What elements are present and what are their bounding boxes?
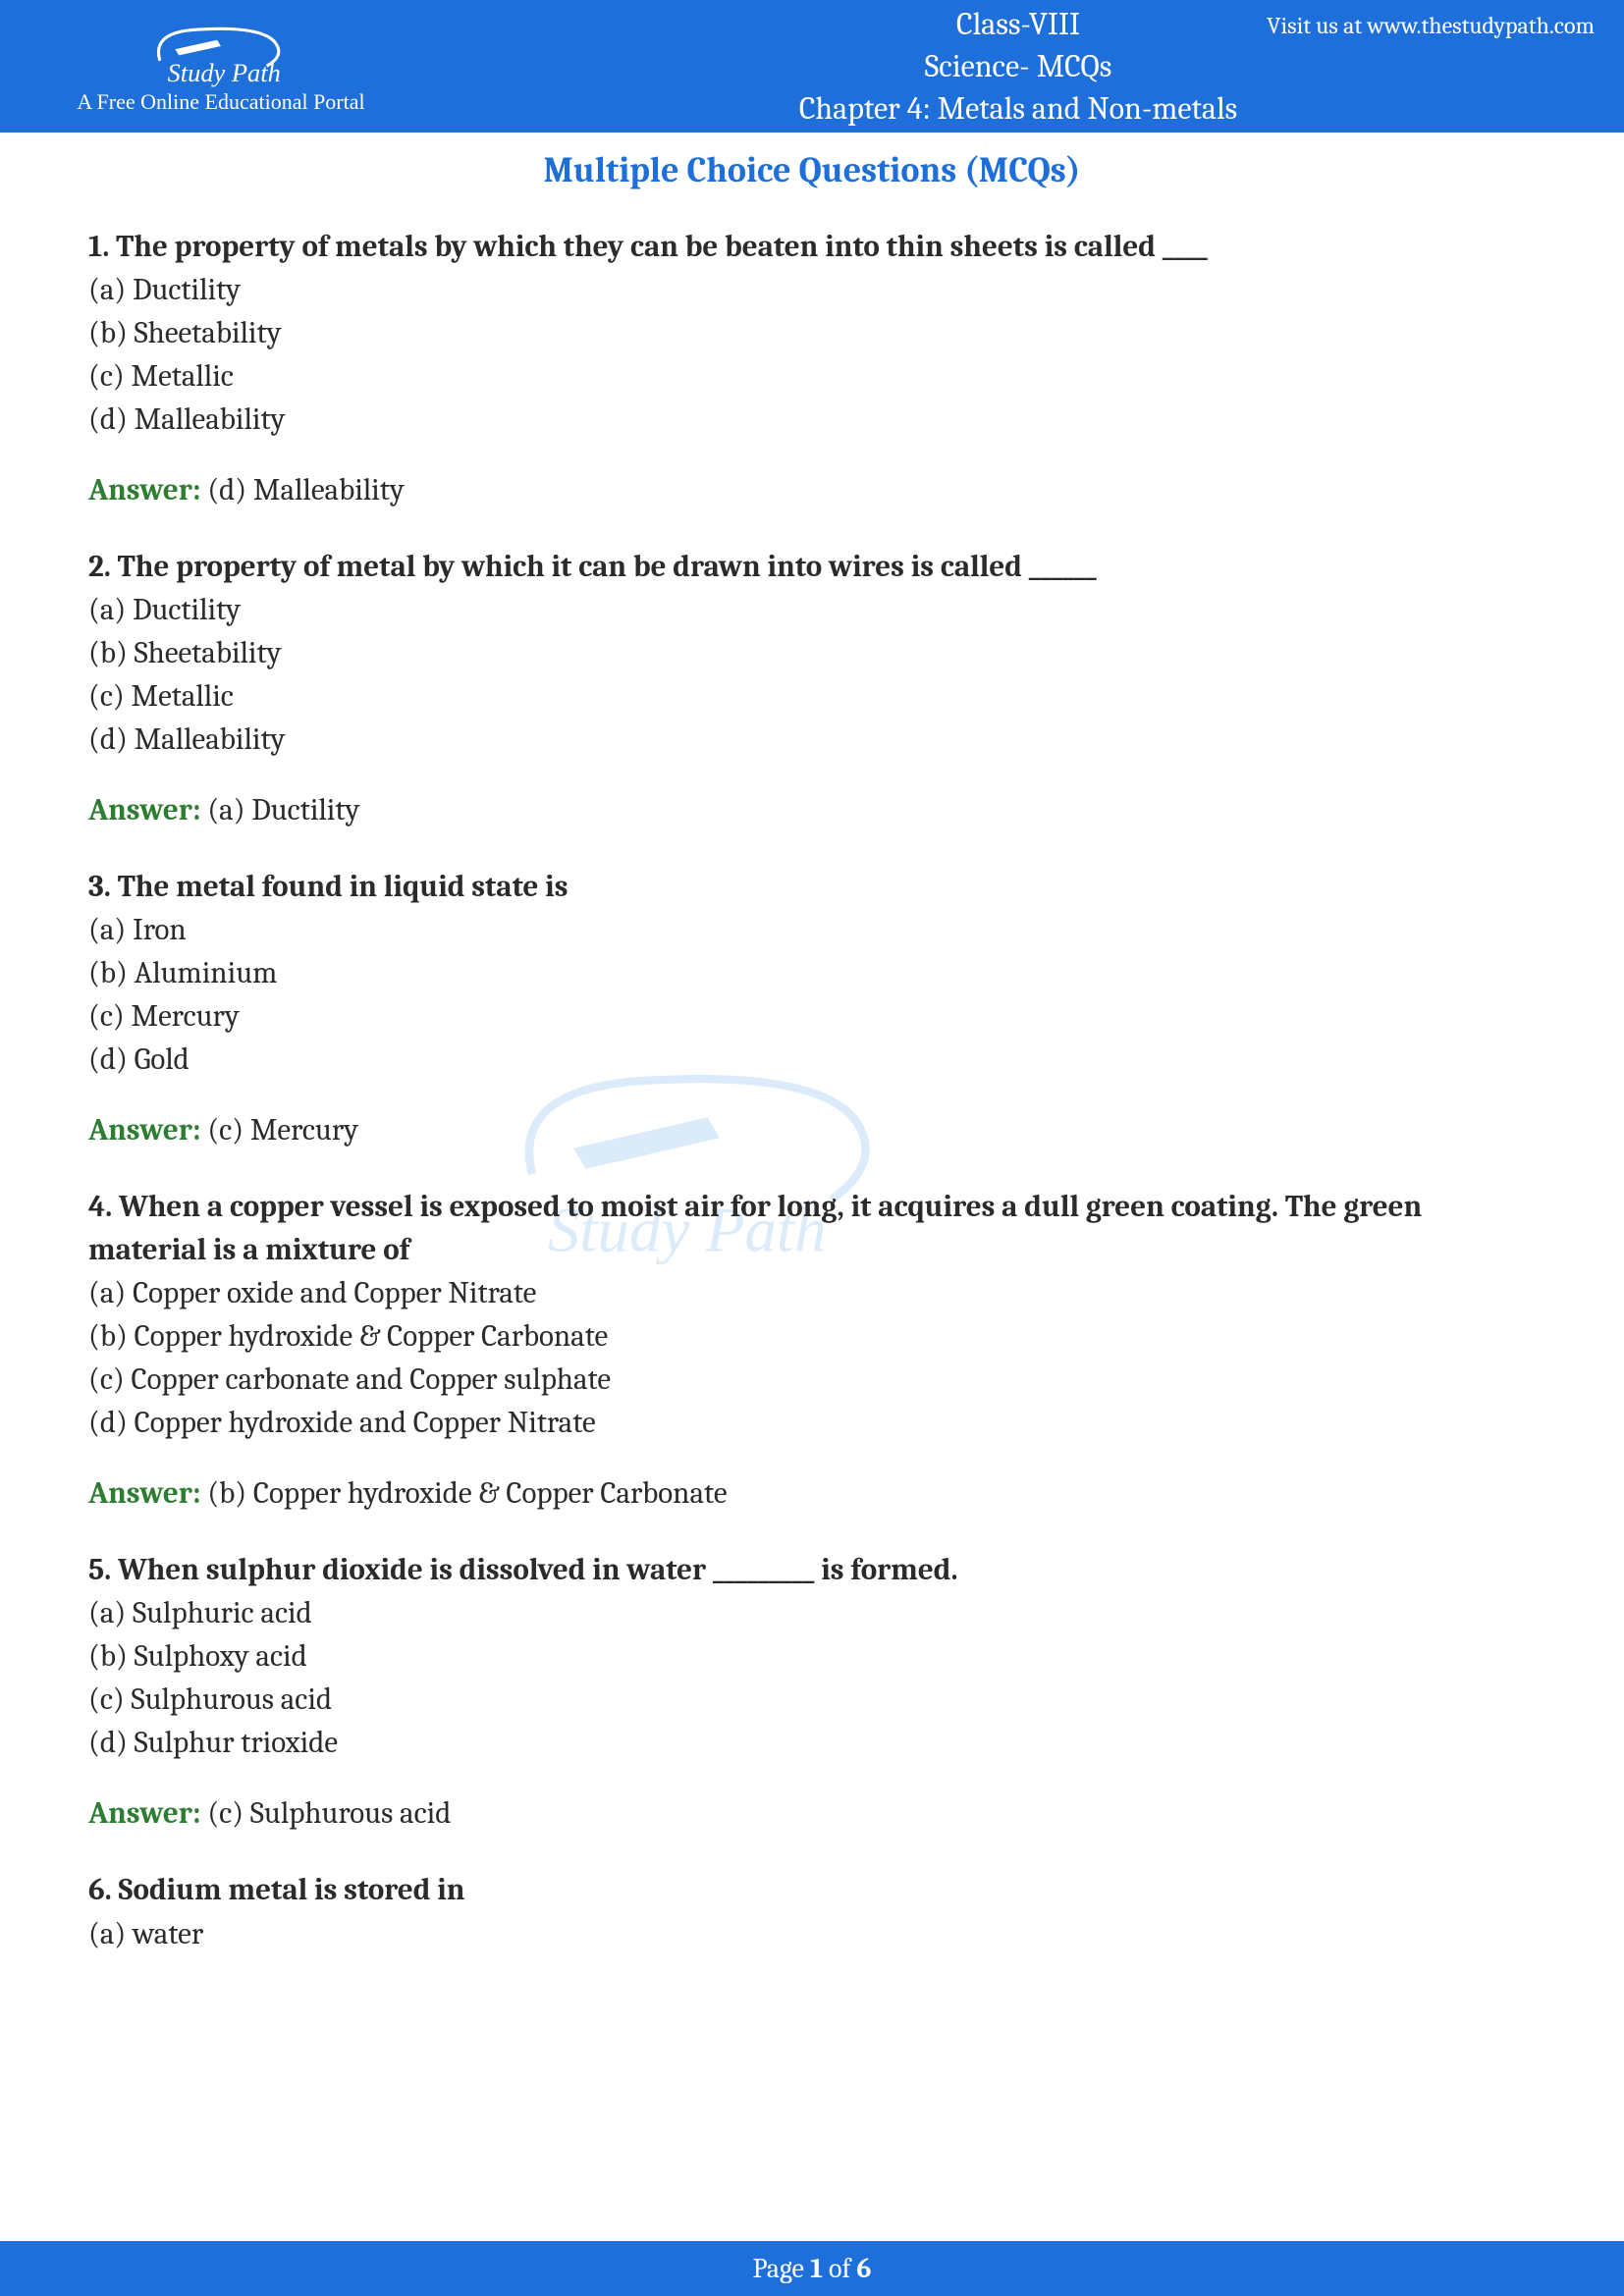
question-block: 3. The metal found in liquid state is(a)… (88, 865, 1536, 1081)
answer-line: Answer: (a) Ductility (88, 788, 1536, 831)
question-block: 5. When sulphur dioxide is dissolved in … (88, 1548, 1536, 1764)
answer-line: Answer: (c) Mercury (88, 1108, 1536, 1151)
question-text: 1. The property of metals by which they … (88, 225, 1536, 268)
footer-prefix: Page (752, 2253, 810, 2284)
question-text: 3. The metal found in liquid state is (88, 865, 1536, 908)
option-text: (a) Iron (88, 908, 1536, 951)
footer-of: of (823, 2253, 857, 2284)
answer-label: Answer: (88, 792, 207, 828)
answer-label: Answer: (88, 1112, 207, 1148)
option-text: (b) Aluminium (88, 951, 1536, 994)
question-text: 2. The property of metal by which it can… (88, 545, 1536, 588)
logo-area: Study Path A Free Online Educational Por… (0, 19, 412, 115)
option-text: (a) Ductility (88, 268, 1536, 311)
option-text: (d) Sulphur trioxide (88, 1721, 1536, 1764)
answer-label: Answer: (88, 472, 207, 507)
visit-link: Visit us at www.thestudypath.com (1267, 12, 1595, 39)
content-area: 1. The property of metals by which they … (0, 225, 1624, 1955)
option-text: (a) Copper oxide and Copper Nitrate (88, 1271, 1536, 1314)
answer-line: Answer: (b) Copper hydroxide & Copper Ca… (88, 1471, 1536, 1515)
page-header: Study Path A Free Online Educational Por… (0, 0, 1624, 133)
question-block: 4. When a copper vessel is exposed to mo… (88, 1185, 1536, 1444)
question-text: 4. When a copper vessel is exposed to mo… (88, 1185, 1536, 1271)
question-block: 6. Sodium metal is stored in(a) water (88, 1868, 1536, 1954)
subject-line: Science- MCQs (412, 45, 1624, 87)
chapter-line: Chapter 4: Metals and Non-metals (412, 87, 1624, 130)
answer-value: (c) Mercury (207, 1112, 358, 1148)
question-text: 5. When sulphur dioxide is dissolved in … (88, 1548, 1536, 1591)
question-block: 1. The property of metals by which they … (88, 225, 1536, 441)
option-text: (c) Copper carbonate and Copper sulphate (88, 1358, 1536, 1401)
section-title: Multiple Choice Questions (MCQs) (0, 150, 1624, 190)
answer-line: Answer: (d) Malleability (88, 468, 1536, 511)
answer-line: Answer: (c) Sulphurous acid (88, 1791, 1536, 1835)
option-text: (b) Copper hydroxide & Copper Carbonate (88, 1314, 1536, 1358)
answer-value: (b) Copper hydroxide & Copper Carbonate (207, 1475, 727, 1511)
option-text: (c) Sulphurous acid (88, 1678, 1536, 1721)
svg-text:Study Path: Study Path (168, 57, 281, 86)
option-text: (a) water (88, 1912, 1536, 1955)
option-text: (a) Ductility (88, 588, 1536, 631)
option-text: (c) Mercury (88, 994, 1536, 1038)
answer-value: (a) Ductility (207, 792, 359, 828)
option-text: (b) Sheetability (88, 631, 1536, 674)
answer-label: Answer: (88, 1795, 207, 1831)
option-text: (a) Sulphuric acid (88, 1591, 1536, 1634)
option-text: (c) Metallic (88, 354, 1536, 398)
page-footer: Page 1 of 6 (0, 2241, 1624, 2296)
answer-value: (d) Malleability (207, 472, 404, 507)
question-block: 2. The property of metal by which it can… (88, 545, 1536, 761)
answer-label: Answer: (88, 1475, 207, 1511)
option-text: (d) Copper hydroxide and Copper Nitrate (88, 1401, 1536, 1444)
footer-current: 1 (810, 2253, 823, 2284)
option-text: (d) Gold (88, 1038, 1536, 1081)
answer-value: (c) Sulphurous acid (207, 1795, 451, 1831)
option-text: (b) Sheetability (88, 311, 1536, 354)
question-text: 6. Sodium metal is stored in (88, 1868, 1536, 1911)
option-text: (d) Malleability (88, 718, 1536, 761)
logo-tagline: A Free Online Educational Portal (77, 89, 364, 115)
option-text: (b) Sulphoxy acid (88, 1634, 1536, 1678)
option-text: (c) Metallic (88, 674, 1536, 718)
footer-total: 6 (856, 2253, 871, 2284)
logo-icon: Study Path (142, 19, 299, 87)
option-text: (d) Malleability (88, 398, 1536, 441)
